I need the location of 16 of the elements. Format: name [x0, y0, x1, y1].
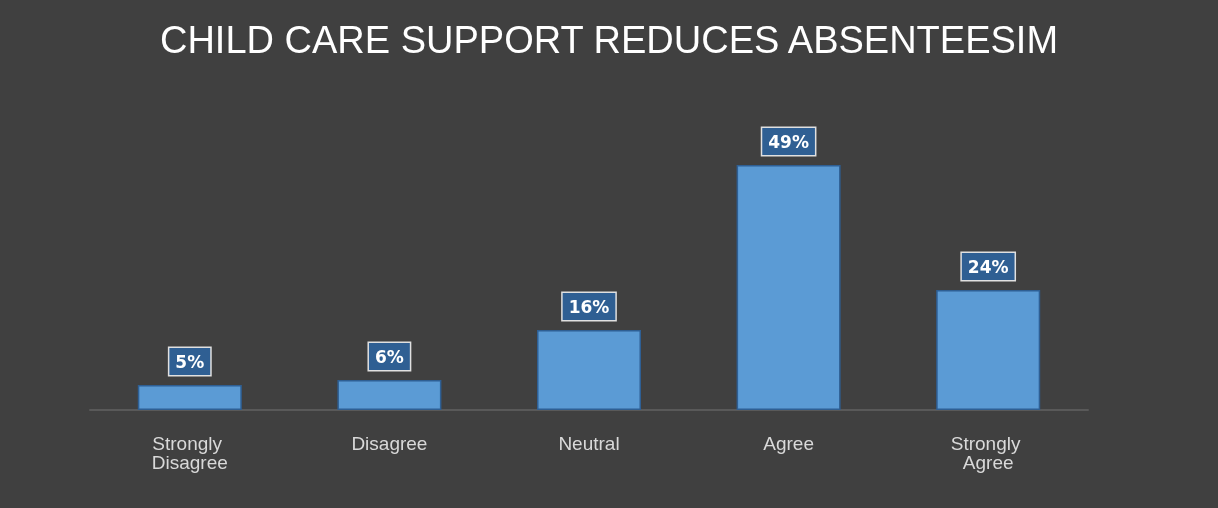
bar — [936, 290, 1041, 410]
data-label: 24% — [967, 256, 1009, 277]
bar — [537, 330, 641, 410]
data-label: 5% — [175, 351, 205, 372]
chart-title: CHILD CARE SUPPORT REDUCES ABSENTEESIM — [159, 19, 1059, 61]
x-tick-label: Agree — [763, 433, 814, 454]
x-tick-label: Strongly Agree — [950, 433, 1026, 473]
bar — [736, 165, 841, 410]
data-label: 49% — [768, 131, 809, 152]
data-label: 16% — [568, 296, 610, 317]
x-tick-label: Neutral — [558, 433, 620, 454]
bar — [337, 380, 442, 410]
data-label: 6% — [374, 346, 404, 367]
x-tick-label: Disagree — [351, 433, 428, 454]
bar — [137, 385, 242, 410]
x-tick-label: Strongly Disagree — [151, 433, 228, 473]
